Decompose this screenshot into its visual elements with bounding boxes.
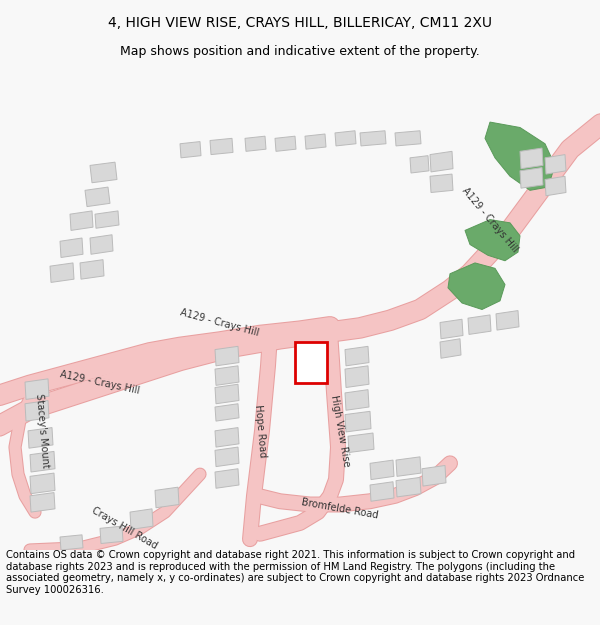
- Polygon shape: [60, 238, 83, 258]
- Polygon shape: [468, 315, 491, 334]
- Polygon shape: [90, 235, 113, 254]
- Polygon shape: [396, 457, 421, 476]
- Polygon shape: [345, 366, 369, 388]
- Text: Map shows position and indicative extent of the property.: Map shows position and indicative extent…: [120, 44, 480, 58]
- Polygon shape: [335, 131, 356, 146]
- Polygon shape: [80, 259, 104, 279]
- Text: 4, HIGH VIEW RISE, CRAYS HILL, BILLERICAY, CM11 2XU: 4, HIGH VIEW RISE, CRAYS HILL, BILLERICA…: [108, 16, 492, 31]
- Text: A129 - Crays Hill: A129 - Crays Hill: [59, 369, 141, 396]
- Polygon shape: [360, 131, 386, 146]
- Text: Bromfelde Road: Bromfelde Road: [301, 497, 379, 521]
- Polygon shape: [155, 487, 179, 508]
- Polygon shape: [70, 211, 93, 231]
- Text: Crays Hill Road: Crays Hill Road: [91, 506, 160, 551]
- Polygon shape: [180, 142, 201, 158]
- Text: A129 - Crays Hill: A129 - Crays Hill: [179, 307, 260, 338]
- Polygon shape: [345, 389, 369, 410]
- Polygon shape: [520, 168, 543, 188]
- Polygon shape: [465, 219, 520, 261]
- Polygon shape: [100, 526, 123, 544]
- Polygon shape: [370, 482, 394, 501]
- Polygon shape: [370, 460, 394, 479]
- Text: A129 - Crays Hill: A129 - Crays Hill: [460, 185, 520, 254]
- Polygon shape: [30, 473, 55, 494]
- Text: Hope Road: Hope Road: [253, 404, 267, 458]
- Polygon shape: [440, 339, 461, 358]
- Polygon shape: [25, 401, 49, 421]
- Polygon shape: [348, 433, 374, 452]
- Polygon shape: [95, 211, 119, 228]
- Polygon shape: [430, 151, 453, 172]
- Polygon shape: [215, 469, 239, 488]
- Polygon shape: [215, 346, 239, 366]
- Polygon shape: [422, 466, 446, 486]
- Polygon shape: [28, 428, 53, 448]
- Polygon shape: [30, 492, 55, 512]
- Polygon shape: [210, 138, 233, 154]
- Polygon shape: [245, 136, 266, 151]
- Polygon shape: [430, 174, 453, 192]
- Polygon shape: [130, 509, 153, 529]
- Polygon shape: [275, 136, 296, 151]
- Polygon shape: [215, 366, 239, 386]
- Text: Contains OS data © Crown copyright and database right 2021. This information is : Contains OS data © Crown copyright and d…: [6, 550, 584, 595]
- Polygon shape: [545, 176, 566, 196]
- Polygon shape: [496, 311, 519, 330]
- Polygon shape: [345, 346, 369, 366]
- Polygon shape: [30, 451, 55, 472]
- Polygon shape: [545, 154, 566, 174]
- Polygon shape: [305, 134, 326, 149]
- Polygon shape: [90, 162, 117, 182]
- Polygon shape: [215, 404, 239, 421]
- Polygon shape: [396, 478, 421, 497]
- Polygon shape: [485, 122, 555, 191]
- Polygon shape: [25, 379, 49, 399]
- Text: High View Rise: High View Rise: [329, 394, 351, 468]
- Polygon shape: [50, 263, 74, 282]
- Polygon shape: [215, 428, 239, 447]
- Polygon shape: [60, 535, 83, 550]
- Polygon shape: [448, 263, 505, 309]
- Polygon shape: [520, 148, 543, 169]
- Polygon shape: [410, 156, 429, 173]
- Bar: [295, 342, 327, 383]
- Polygon shape: [345, 411, 371, 432]
- Polygon shape: [215, 447, 239, 467]
- Polygon shape: [440, 319, 463, 339]
- Polygon shape: [215, 384, 239, 404]
- Polygon shape: [395, 131, 421, 146]
- Text: Stacey's Mount: Stacey's Mount: [34, 393, 50, 469]
- Polygon shape: [85, 187, 110, 207]
